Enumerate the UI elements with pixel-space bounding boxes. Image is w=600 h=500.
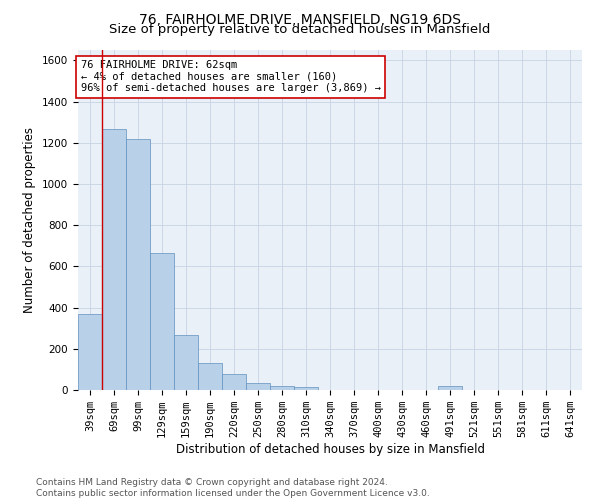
Y-axis label: Number of detached properties: Number of detached properties [23,127,37,313]
Bar [78,314,102,390]
Bar [150,253,174,390]
Text: 76 FAIRHOLME DRIVE: 62sqm
← 4% of detached houses are smaller (160)
96% of semi-: 76 FAIRHOLME DRIVE: 62sqm ← 4% of detach… [80,60,380,94]
Text: Size of property relative to detached houses in Mansfield: Size of property relative to detached ho… [109,22,491,36]
Bar [246,383,270,390]
Bar [438,386,462,390]
X-axis label: Distribution of detached houses by size in Mansfield: Distribution of detached houses by size … [176,443,485,456]
Bar [198,363,222,390]
Bar [174,336,198,390]
Bar [270,386,294,390]
Bar [222,374,246,390]
Text: 76, FAIRHOLME DRIVE, MANSFIELD, NG19 6DS: 76, FAIRHOLME DRIVE, MANSFIELD, NG19 6DS [139,12,461,26]
Bar [102,130,126,390]
Bar [294,387,318,390]
Text: Contains HM Land Registry data © Crown copyright and database right 2024.
Contai: Contains HM Land Registry data © Crown c… [36,478,430,498]
Bar [126,138,150,390]
